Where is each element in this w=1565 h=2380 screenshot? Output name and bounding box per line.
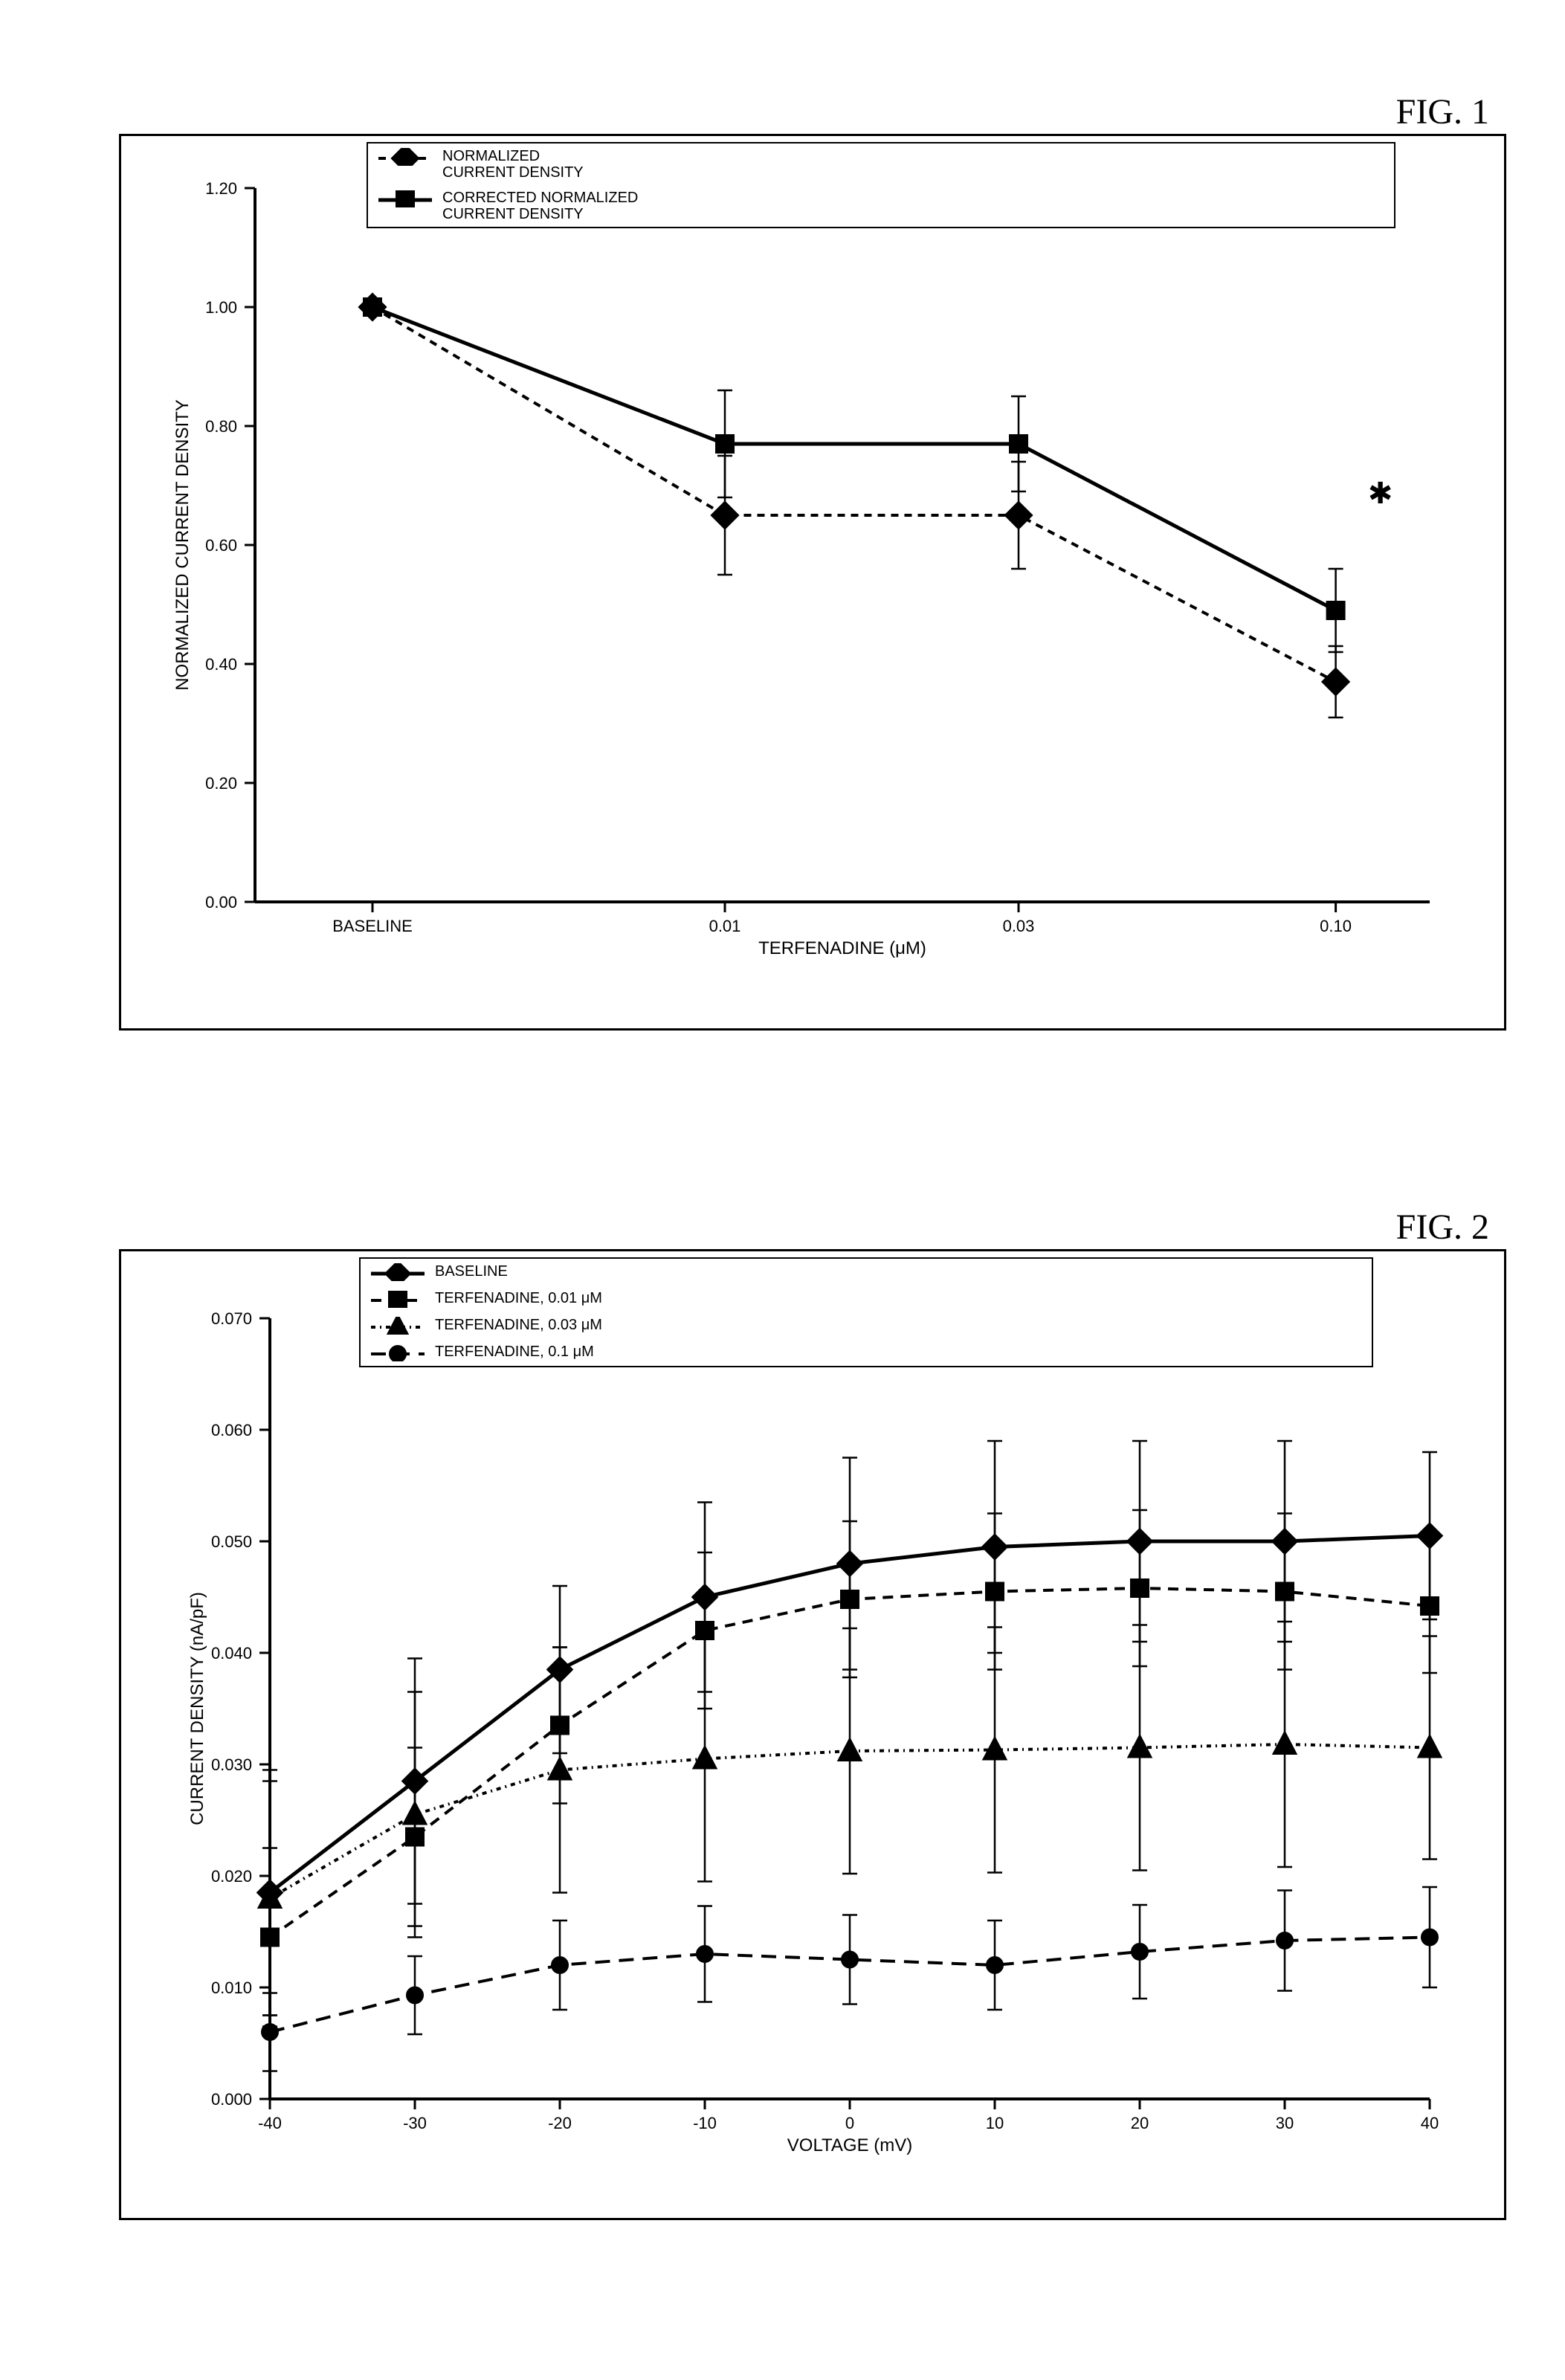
x-tick-label: 0.01 [709,917,741,935]
x-axis-label: TERFENADINE (μM) [758,938,926,958]
legend-swatch [375,190,435,207]
legend-label: NORMALIZEDCURRENT DENSITY [442,148,584,181]
y-tick-label: 0.20 [205,774,237,793]
figure-title: FIG. 1 [1396,91,1489,132]
legend-swatch [368,1263,427,1281]
legend-swatch [368,1290,427,1308]
legend-swatch [368,1344,427,1361]
plot-svg: 0.000 0.010 0.020 0.030 0.040 0.050 0.060 0.070… [121,1251,1504,2218]
plot-svg: 0.00 0.20 0.40 0.60 0.80 1.00 1.20 BASELINE 0.01… [121,136,1504,1028]
fig2: FIG. 20.0000.0100.0200.0300.0400.0500.06… [119,1249,1506,2220]
y-tick-label: 0.010 [211,1979,252,1997]
y-tick-label: 0.070 [211,1309,252,1328]
y-tick-label: 0.060 [211,1421,252,1439]
legend-label: TERFENADINE, 0.03 μM [435,1317,602,1333]
legend-item: TERFENADINE, 0.1 μM [361,1339,878,1366]
x-tick-label: 20 [1131,2114,1149,2132]
y-tick-label: 0.00 [205,893,237,912]
legend-item: TERFENADINE, 0.03 μM [361,1312,878,1339]
series-corrected [372,307,1336,610]
legend: NORMALIZEDCURRENT DENSITY CORRECTED NORMA… [367,142,1395,228]
y-tick-label: 0.030 [211,1755,252,1774]
y-tick-label: 0.80 [205,417,237,436]
legend-label: TERFENADINE, 0.1 μM [435,1344,594,1360]
y-tick-label: 0.050 [211,1532,252,1551]
legend-swatch [375,148,435,166]
x-tick-label: 30 [1276,2114,1294,2132]
legend-item: TERFENADINE, 0.01 μM [361,1286,878,1312]
y-tick-label: 1.20 [205,179,237,198]
y-tick-label: 0.000 [211,2090,252,2109]
legend-label: CORRECTED NORMALIZEDCURRENT DENSITY [442,190,638,222]
y-tick-label: 0.040 [211,1644,252,1663]
y-axis-label: NORMALIZED CURRENT DENSITY [172,399,193,691]
legend-item: BASELINE [361,1259,878,1286]
x-axis-label: VOLTAGE (mV) [787,2135,912,2155]
y-tick-label: 0.40 [205,655,237,674]
x-tick-label: 0.10 [1320,917,1352,935]
y-axis-label: CURRENT DENSITY (nA/pF) [187,1592,207,1825]
y-tick-label: 0.020 [211,1867,252,1886]
x-tick-label: -20 [548,2114,572,2132]
x-tick-label: -30 [403,2114,427,2132]
x-tick-label: -40 [258,2114,282,2132]
x-tick-label: 10 [986,2114,1004,2132]
legend-swatch [368,1317,427,1335]
y-tick-label: 0.60 [205,536,237,555]
x-tick-label: -10 [693,2114,717,2132]
figure-title: FIG. 2 [1396,1207,1489,1248]
x-tick-label: BASELINE [332,917,413,935]
fig1: FIG. 10.000.200.400.600.801.001.20BASELI… [119,134,1506,1031]
x-tick-label: 0.03 [1003,917,1035,935]
legend-item: NORMALIZEDCURRENT DENSITY [368,143,893,185]
x-tick-label: 40 [1421,2114,1439,2132]
legend-label: TERFENADINE, 0.01 μM [435,1290,602,1306]
y-tick-label: 1.00 [205,298,237,317]
annotation: ✱ [1368,477,1393,510]
legend-item: CORRECTED NORMALIZEDCURRENT DENSITY [368,185,893,227]
legend: BASELINE TERFENADINE, 0.01 μM TERFENADINE,… [359,1257,1373,1367]
legend-label: BASELINE [435,1263,508,1280]
x-tick-label: 0 [845,2114,854,2132]
